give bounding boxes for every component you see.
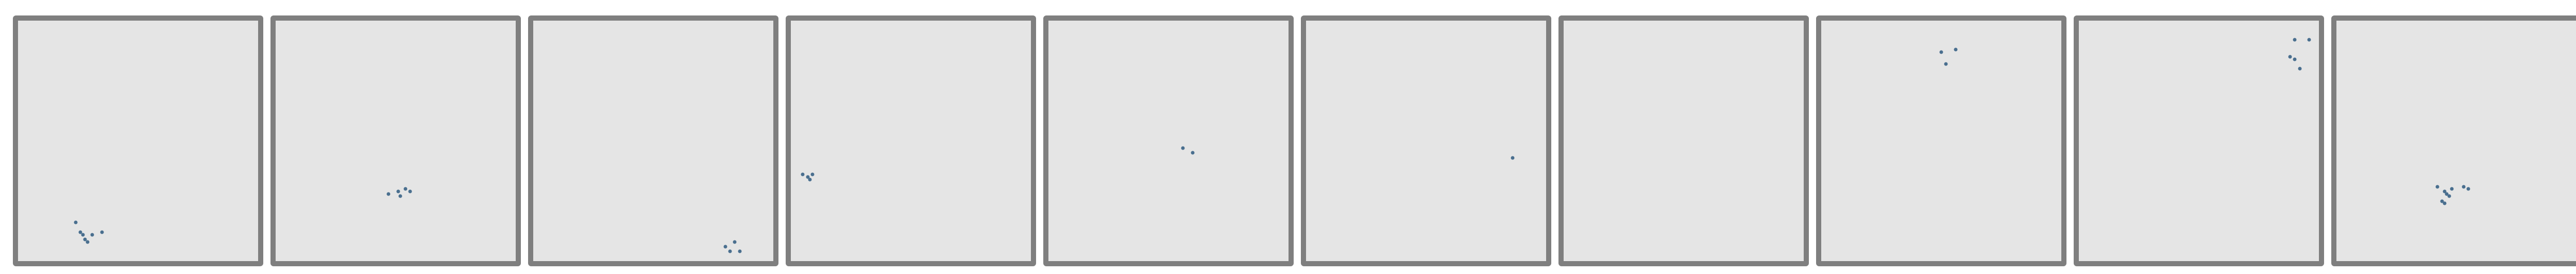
data-point [728,249,732,253]
grid-panel-8 [1816,15,2066,266]
grid-panel-9 [2074,15,2324,266]
data-point [1181,146,1185,150]
grid-panel-2 [270,15,521,266]
data-point [1954,47,1958,52]
data-point [78,230,82,234]
data-point [801,172,805,176]
data-point [74,220,78,224]
data-point [2447,194,2451,198]
grid-panel-4 [786,15,1036,266]
data-point [396,189,400,194]
data-point [738,249,742,253]
data-point [2462,185,2466,189]
data-point [86,240,90,244]
data-point [2443,201,2447,205]
data-point [2307,38,2311,42]
data-point [1511,156,1515,160]
data-point [90,233,94,237]
data-point [2293,57,2297,61]
data-point [806,175,810,179]
grid-panel-3 [528,15,778,266]
data-point [81,233,85,237]
data-point [733,240,737,244]
data-point [2466,187,2470,191]
grid-panel-10 [2331,15,2576,266]
data-point [2440,199,2444,203]
data-point [398,194,402,198]
data-point [2293,38,2297,42]
data-point [723,245,727,249]
grid-panel-5 [1043,15,1294,266]
data-point [2443,189,2447,194]
data-point [808,178,812,182]
grid-panel-1 [13,15,263,266]
data-point [403,187,408,191]
data-point [2435,185,2439,189]
data-point [1939,50,1943,54]
data-point [2298,67,2302,71]
data-point [386,192,391,196]
grid-panel-6 [1301,15,1551,266]
data-point [2445,192,2449,196]
data-point [2288,55,2292,59]
data-point [1944,62,1948,66]
data-point [100,230,104,234]
data-point [408,189,412,194]
data-point [2450,187,2454,191]
data-point [83,237,87,241]
data-point [810,172,815,176]
grid-panel-7 [1558,15,1809,266]
data-point [1191,151,1195,155]
